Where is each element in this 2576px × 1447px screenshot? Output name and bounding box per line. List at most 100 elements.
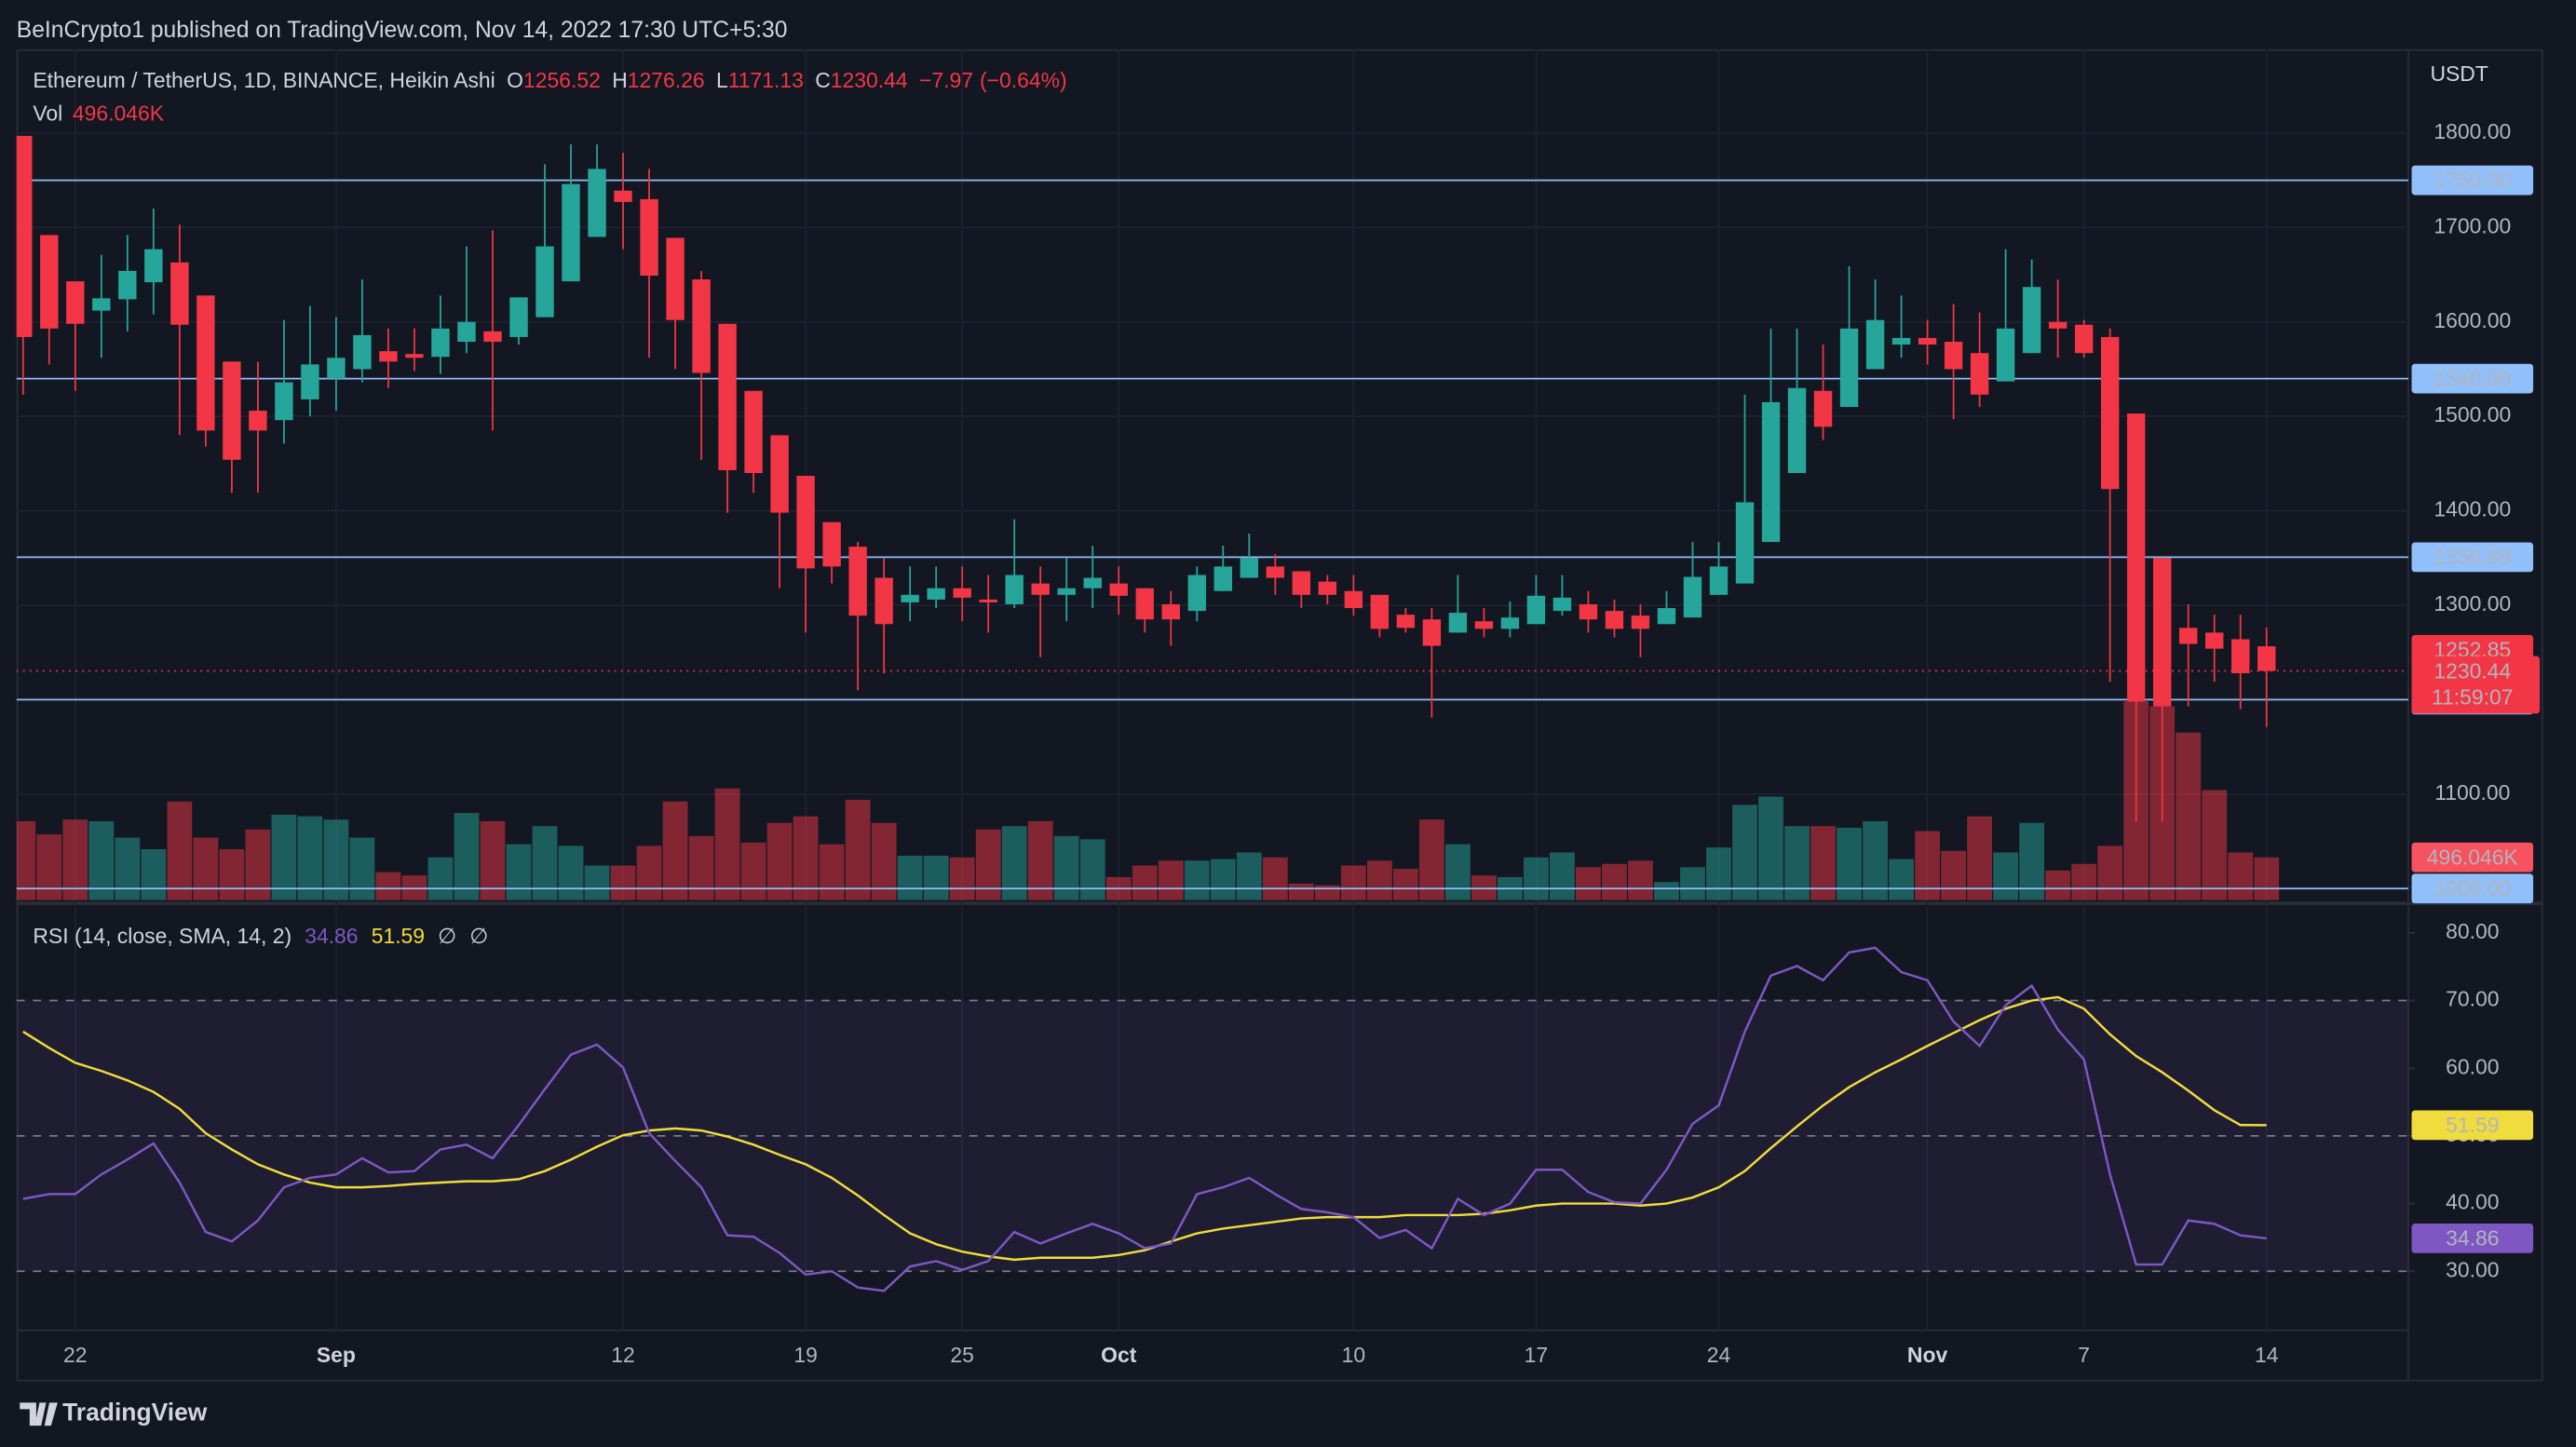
- volume-bar: [1993, 852, 2019, 900]
- candle-body: [2100, 336, 2120, 490]
- candle-body: [2022, 287, 2041, 354]
- candle-body: [744, 390, 763, 473]
- rsi-badge: 34.86: [2446, 1226, 2499, 1251]
- volume-bar: [297, 816, 323, 900]
- level-badge-bg: [2411, 363, 2534, 394]
- candle-body: [640, 198, 658, 277]
- candle-body: [562, 183, 580, 282]
- volume-bar: [740, 842, 766, 900]
- ohlc-letter: O: [507, 68, 523, 92]
- candle-body: [2152, 558, 2172, 707]
- volume-bar: [193, 837, 219, 900]
- x-tick-label: 12: [611, 1343, 635, 1367]
- candle-body: [1500, 617, 1520, 629]
- candle-body: [1891, 337, 1911, 345]
- candle-body: [483, 331, 502, 343]
- candle-body: [509, 297, 528, 337]
- ohlc-letter: C: [815, 68, 831, 92]
- price-legend: Ethereum / TetherUS, 1D, BINANCE, Heikin…: [33, 68, 1066, 92]
- candle-body: [1135, 588, 1154, 620]
- candle-body: [66, 281, 85, 324]
- candle-body: [1161, 603, 1180, 620]
- candle-body: [275, 382, 293, 421]
- candle-body: [770, 435, 789, 513]
- volume-bar: [688, 835, 714, 900]
- currency: USDT: [2430, 61, 2488, 86]
- price-badge: 1230.44: [2434, 658, 2511, 683]
- candle-body: [927, 588, 945, 600]
- rsi-badge-bg: [2411, 1224, 2534, 1253]
- level-badge: 1750.00: [2434, 168, 2511, 192]
- candle-body: [1005, 575, 1024, 604]
- y-tick-label: 1700.00: [2434, 213, 2511, 237]
- candle-body: [1031, 583, 1050, 595]
- ohlc-letter: H: [612, 68, 628, 92]
- x-tick-label: 14: [2255, 1343, 2279, 1367]
- volume-bar: [1366, 860, 1392, 900]
- volume-bar: [1132, 865, 1158, 900]
- volume-bar: [88, 820, 115, 900]
- x-tick-label: Oct: [1101, 1343, 1137, 1367]
- chart-frame: [16, 48, 2543, 1382]
- rsi-line: [22, 946, 2267, 1292]
- candle-body: [1735, 502, 1755, 584]
- axis-layer: 1100.001200.001300.001400.001500.001600.…: [63, 119, 2541, 1367]
- volume-bar: [1732, 805, 1757, 900]
- candle-body: [40, 235, 59, 329]
- volume-bar: [1288, 883, 1314, 900]
- candle-body: [1631, 615, 1650, 629]
- volume-bar: [2097, 845, 2123, 900]
- volume-bar: [1027, 820, 1053, 900]
- volume-bar: [1680, 867, 1705, 900]
- candle-body: [1474, 621, 1494, 629]
- candle-body: [848, 547, 867, 616]
- candle-body: [666, 237, 685, 320]
- volume-bar: [1628, 860, 1653, 900]
- candle-body: [2126, 413, 2146, 702]
- volume-name: Vol: [33, 101, 62, 126]
- change-percent: (−0.64%): [980, 68, 1067, 92]
- candle-body: [874, 577, 893, 625]
- volume-bar: [2254, 857, 2280, 900]
- volume-bar: [897, 856, 923, 900]
- volume-bar: [923, 856, 949, 900]
- candle-body: [1579, 603, 1598, 620]
- candle-body: [249, 411, 267, 431]
- volume-bar: [1550, 852, 1575, 900]
- candle-body: [1266, 566, 1285, 578]
- candle-body: [1187, 575, 1206, 612]
- volume-bar: [871, 822, 897, 900]
- candle-body: [2231, 639, 2250, 674]
- volume-bar: [1576, 867, 1601, 900]
- candle-body: [1318, 581, 1337, 595]
- volume-bar: [1444, 844, 1471, 900]
- x-tick-label: 25: [950, 1343, 973, 1367]
- ohlc-letter: L: [716, 68, 728, 92]
- candle-body: [144, 249, 163, 283]
- candle-body: [1422, 619, 1442, 646]
- candle-body: [822, 521, 841, 567]
- candle-body: [979, 599, 997, 602]
- candle-body: [301, 364, 319, 399]
- volume-bar: [1079, 839, 1105, 900]
- candle-body: [16, 135, 33, 337]
- volume-bar: [584, 865, 610, 900]
- volume-bar: [1210, 859, 1236, 900]
- volume-bar: [766, 822, 793, 900]
- rsi-badge-bg: [2411, 1110, 2534, 1141]
- rsi-value: 34.86: [305, 924, 358, 948]
- y-tick-label: 1800.00: [2434, 119, 2511, 143]
- y-tick-label: 1500.00: [2434, 402, 2511, 426]
- volume-bar: [2176, 732, 2202, 900]
- candle-body: [1944, 342, 1963, 370]
- volume-bar: [2019, 822, 2045, 900]
- countdown: 11:59:07: [2432, 685, 2514, 710]
- candle-body: [405, 354, 424, 358]
- candle-body: [1970, 353, 1989, 395]
- candle-body: [1213, 566, 1232, 591]
- candle-body: [327, 358, 346, 379]
- volume-bar: [1524, 857, 1549, 900]
- volume-bar: [714, 788, 740, 900]
- y-tick-label: 1300.00: [2434, 591, 2511, 615]
- y-tick-label: 70.00: [2446, 987, 2499, 1011]
